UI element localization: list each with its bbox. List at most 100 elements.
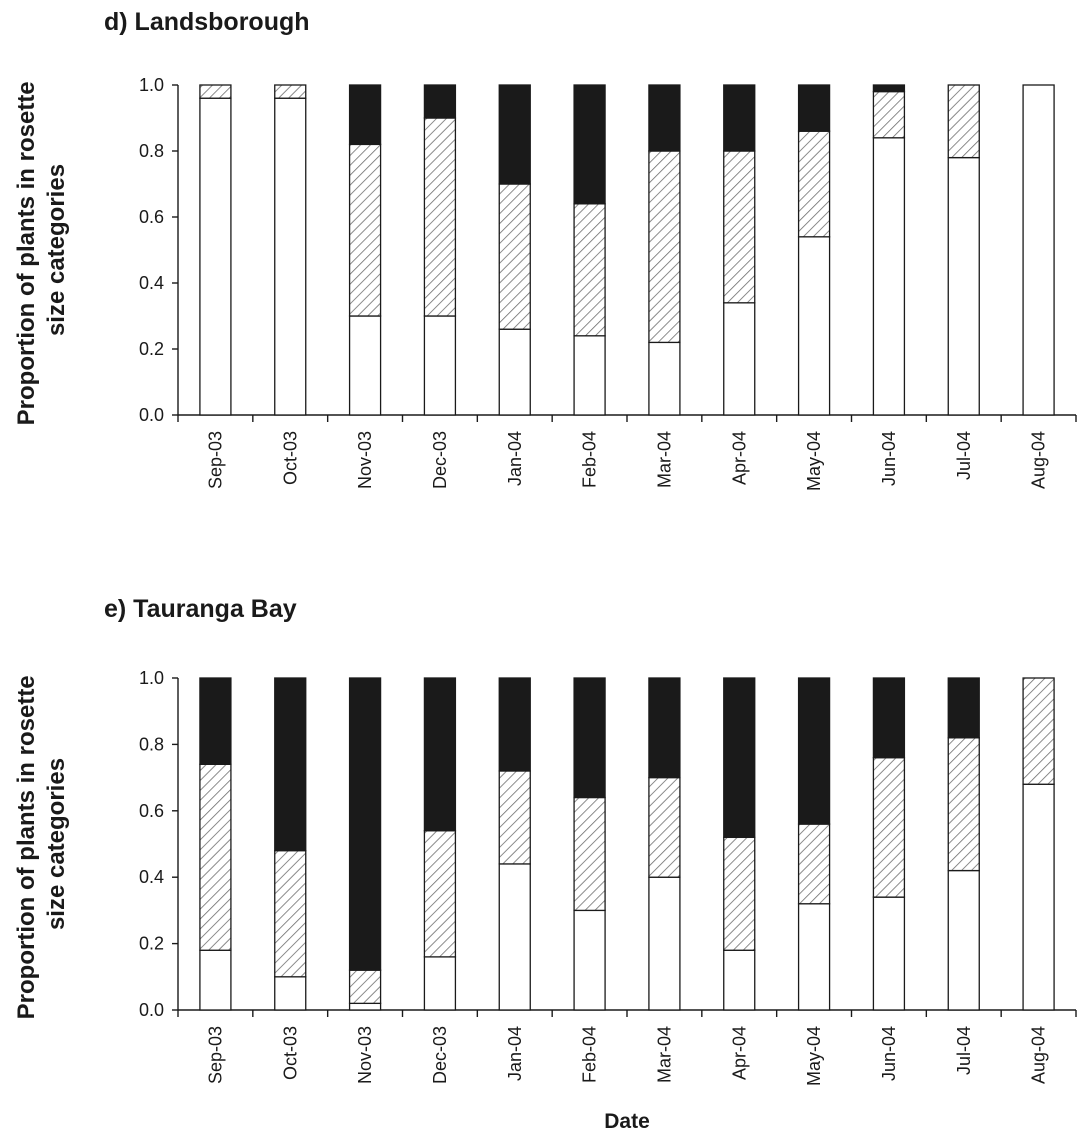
- bar-segment-hatched: [573, 796, 606, 912]
- bar-segment-black: [872, 677, 906, 759]
- x-tick-label: Dec-03: [430, 1026, 450, 1084]
- chart-panel-landsborough: d) Landsborough Proportion of plants in …: [13, 8, 1077, 491]
- bar-segment-white: [274, 976, 307, 1011]
- bar-segment-black: [723, 84, 756, 152]
- x-tick-label: Sep-03: [205, 431, 225, 489]
- bar-segment-hatched: [947, 737, 980, 872]
- bar-segment-black: [498, 84, 531, 185]
- x-tick-label: May-04: [804, 1026, 824, 1086]
- chart-title: d) Landsborough: [104, 8, 310, 36]
- bar-segment-hatched: [872, 757, 906, 898]
- y-axis-label-line-1: Proportion of plants in rosette: [13, 81, 40, 425]
- y-tick-label: 0.2: [139, 934, 164, 954]
- bar-segment-white: [1022, 783, 1055, 1011]
- bar-segment-white: [423, 956, 457, 1011]
- x-tick-label: Nov-03: [355, 431, 375, 489]
- bar-segment-white: [797, 903, 831, 1011]
- bar-segment-black: [348, 84, 382, 146]
- x-tick-label: Nov-03: [355, 1026, 375, 1084]
- bar-segment-black: [797, 84, 831, 132]
- x-tick-label: Oct-03: [280, 431, 300, 485]
- bar-segment-white: [723, 302, 756, 416]
- x-tick-label: Sep-03: [205, 1026, 225, 1084]
- bar-segment-hatched: [199, 763, 232, 951]
- bar-segment-white: [1022, 84, 1055, 416]
- plot-area: 0.0 0.2 0.4 0.6 0.8 1.0 Sep-03 Oct-03 Nov-03 Dec-…: [139, 75, 1077, 491]
- x-tick-label: Aug-04: [1029, 1026, 1049, 1084]
- bar-segment-hatched: [274, 849, 307, 978]
- bar-segment-black: [199, 677, 232, 765]
- bar-segment-white: [498, 328, 531, 416]
- bar-segment-black: [872, 84, 906, 93]
- bar-segment-hatched: [498, 770, 531, 865]
- bar-segment-white: [573, 335, 606, 416]
- plot-area: 0.0 0.2 0.4 0.6 0.8 1.0 Sep-03 Oct-03 Nov-03 Dec-…: [139, 668, 1077, 1086]
- bar-segment-hatched: [199, 84, 232, 99]
- bar-segment-black: [648, 677, 681, 779]
- bar-segment-white: [723, 949, 756, 1011]
- y-axis-label: Proportion of plants in rosette size cat…: [13, 75, 70, 426]
- bar-segment-black: [498, 677, 531, 772]
- bar-segment-white: [348, 1002, 382, 1011]
- y-tick-label: 1.0: [139, 75, 164, 95]
- y-tick-label: 0.0: [139, 405, 164, 425]
- bar-segment-hatched: [723, 836, 756, 951]
- x-tick-label: Apr-04: [729, 1026, 749, 1080]
- x-tick-label: Jan-04: [505, 1026, 525, 1081]
- bar-segment-black: [348, 677, 382, 971]
- bar-segment-white: [348, 315, 382, 416]
- bar-segment-white: [498, 863, 531, 1011]
- y-tick-label: 0.6: [139, 801, 164, 821]
- y-tick-label: 1.0: [139, 668, 164, 688]
- bar-segment-white: [199, 97, 232, 416]
- y-tick-label: 0.4: [139, 867, 164, 887]
- x-tick-label: Jun-04: [879, 1026, 899, 1081]
- bar-segment-hatched: [947, 84, 980, 159]
- chart-panel-tauranga-bay: e) Tauranga Bay Proportion of plants in …: [13, 595, 1077, 1133]
- bar-segment-white: [947, 156, 980, 416]
- y-tick-label: 0.2: [139, 339, 164, 359]
- bar-segment-hatched: [648, 150, 681, 344]
- y-axis-label: Proportion of plants in rosette size cat…: [13, 669, 70, 1020]
- bar-segment-hatched: [348, 143, 382, 317]
- bar-segment-white: [648, 876, 681, 1011]
- y-axis-label-line-2: size categories: [43, 164, 70, 336]
- bar-segment-white: [872, 137, 906, 416]
- x-axis-label: Date: [604, 1110, 650, 1133]
- x-tick-label: Oct-03: [280, 1026, 300, 1080]
- bar-segment-hatched: [348, 969, 382, 1005]
- bar-segment-white: [872, 896, 906, 1011]
- x-tick-label: Mar-04: [654, 431, 674, 488]
- bar-segment-hatched: [723, 150, 756, 304]
- y-tick-label: 0.6: [139, 207, 164, 227]
- bar-segment-hatched: [423, 117, 457, 317]
- bar-segment-hatched: [573, 203, 606, 337]
- x-tick-label: Jul-04: [954, 1026, 974, 1075]
- bar-segment-black: [423, 677, 457, 832]
- bar-segment-hatched: [498, 183, 531, 330]
- x-tick-label: Feb-04: [580, 431, 600, 488]
- x-tick-label: Feb-04: [580, 1026, 600, 1083]
- bar-segment-hatched: [797, 130, 831, 238]
- bar-segment-hatched: [648, 776, 681, 878]
- bar-segment-hatched: [1022, 677, 1055, 785]
- bar-segment-black: [573, 677, 606, 799]
- x-tick-label: Aug-04: [1029, 431, 1049, 489]
- x-tick-label: Mar-04: [654, 1026, 674, 1083]
- bar-segment-hatched: [423, 830, 457, 958]
- x-tick-label: Jul-04: [954, 431, 974, 480]
- bar-segment-black: [274, 677, 307, 852]
- bar-segment-white: [797, 236, 831, 416]
- bar-segment-hatched: [274, 84, 307, 99]
- x-tick-label: Dec-03: [430, 431, 450, 489]
- bar-segment-white: [199, 949, 232, 1011]
- bar-segment-hatched: [797, 823, 831, 905]
- bar-segment-white: [423, 315, 457, 416]
- bar-segment-black: [797, 677, 831, 825]
- y-tick-label: 0.8: [139, 141, 164, 161]
- chart-title: e) Tauranga Bay: [104, 595, 297, 623]
- bar-segment-black: [573, 84, 606, 205]
- bar-segment-white: [573, 909, 606, 1011]
- bar-segment-white: [274, 97, 307, 416]
